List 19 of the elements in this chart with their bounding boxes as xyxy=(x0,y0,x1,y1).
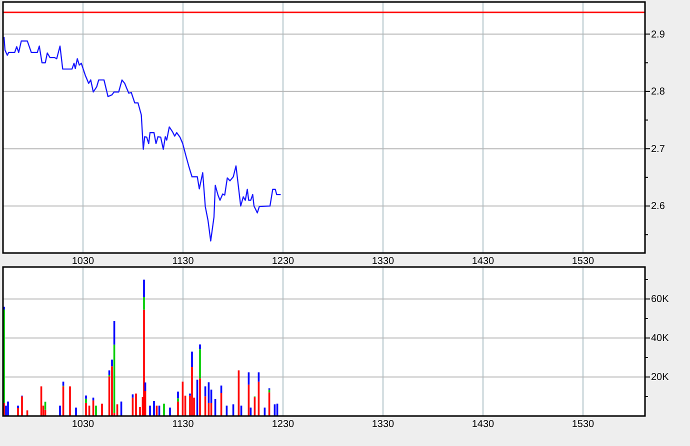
x-tick-label: 1030 xyxy=(72,419,95,430)
x-tick-label: 1530 xyxy=(572,256,595,268)
x-tick-label: 1430 xyxy=(472,419,495,430)
y-tick-label: 40K xyxy=(651,333,670,344)
y-tick-label: 2.9 xyxy=(651,29,666,40)
x-tick-label: 1230 xyxy=(272,256,295,268)
x-tick-label: 1130 xyxy=(172,256,194,268)
x-tick-label: 1230 xyxy=(272,419,295,430)
y-tick-label: 60K xyxy=(651,294,670,306)
y-tick-label: 20K xyxy=(651,372,670,384)
x-tick-label: 1330 xyxy=(372,256,395,268)
x-tick-label: 1130 xyxy=(172,419,194,430)
y-tick-label: 2.6 xyxy=(651,201,666,212)
x-tick-label: 1530 xyxy=(572,419,595,430)
x-tick-label: 1430 xyxy=(472,256,495,268)
x-tick-label: 1030 xyxy=(72,256,95,268)
y-tick-label: 2.8 xyxy=(651,86,666,98)
y-tick-label: 2.7 xyxy=(651,144,666,155)
x-tick-label: 1330 xyxy=(372,419,395,430)
